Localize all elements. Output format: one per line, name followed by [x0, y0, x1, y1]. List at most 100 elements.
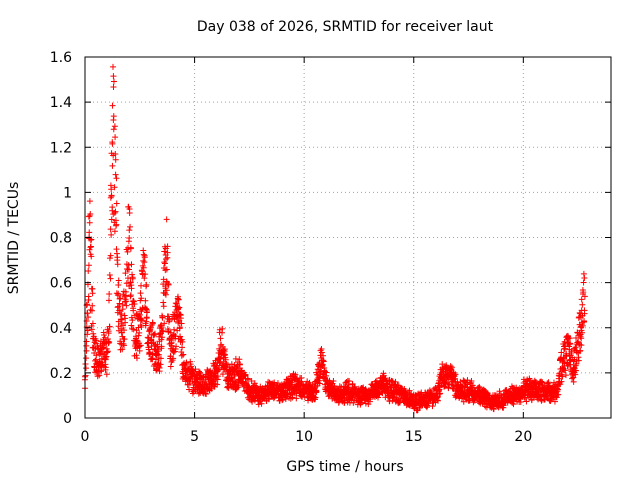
data-point [138, 316, 145, 323]
data-point [577, 347, 584, 354]
data-point [176, 325, 183, 332]
data-point [133, 355, 140, 362]
data-point [114, 304, 121, 311]
data-point [85, 297, 92, 304]
data-point [117, 295, 124, 302]
data-point [177, 315, 184, 322]
data-point [119, 322, 126, 329]
data-point [160, 299, 167, 306]
data-point [217, 335, 224, 342]
data-point [176, 304, 183, 311]
data-point [87, 243, 94, 250]
data-point [112, 151, 119, 158]
data-point [127, 293, 134, 300]
data-point [119, 346, 126, 353]
data-point [141, 275, 148, 282]
data-point [96, 372, 103, 379]
data-point [165, 281, 172, 288]
data-point [178, 352, 185, 359]
data-point [126, 235, 133, 242]
data-point [575, 357, 582, 364]
data-point [180, 351, 187, 358]
data-point [242, 371, 249, 378]
data-point [163, 216, 170, 223]
data-point [161, 320, 168, 327]
data-point [112, 134, 119, 141]
data-point [416, 405, 423, 412]
x-tick-label: 20 [514, 429, 532, 445]
data-point [245, 376, 252, 383]
data-point [136, 347, 143, 354]
data-point [94, 373, 101, 380]
y-tick-label: 0.2 [50, 366, 72, 382]
data-point [100, 344, 107, 351]
data-point [170, 355, 177, 362]
data-point [85, 213, 92, 220]
data-point [85, 262, 92, 269]
data-point [572, 367, 579, 374]
data-point [118, 311, 125, 318]
data-point [292, 371, 299, 378]
data-point [89, 290, 96, 297]
data-point [550, 394, 557, 401]
data-point [109, 140, 116, 147]
data-point [186, 386, 193, 393]
data-point [346, 378, 353, 385]
data-point [83, 355, 90, 362]
data-point [133, 352, 140, 359]
chart-title: Day 038 of 2026, SRMTID for receiver lau… [197, 19, 494, 35]
data-point [113, 200, 120, 207]
data-point [129, 325, 136, 332]
data-point [357, 400, 364, 407]
data-point [131, 301, 138, 308]
data-point [82, 372, 89, 379]
x-tick-label: 5 [190, 429, 199, 445]
data-point [243, 379, 250, 386]
data-point [83, 338, 90, 345]
data-point [179, 338, 186, 345]
data-point [88, 326, 95, 333]
data-point [110, 113, 117, 120]
data-point [581, 293, 588, 300]
data-point [241, 372, 248, 379]
data-point [137, 342, 144, 349]
data-point [562, 372, 569, 379]
data-point [106, 339, 113, 346]
data-point [255, 401, 262, 408]
data-point [111, 228, 118, 235]
data-point [152, 356, 159, 363]
data-point [117, 340, 124, 347]
data-point [106, 255, 113, 262]
data-point [109, 204, 116, 211]
data-point [130, 326, 137, 333]
data-point [157, 361, 164, 368]
data-point [151, 331, 158, 338]
x-tick-label: 10 [295, 429, 313, 445]
data-point [111, 184, 118, 191]
data-point [312, 394, 319, 401]
data-point [115, 303, 122, 310]
grid-lines [85, 57, 611, 418]
data-point [562, 367, 569, 374]
data-point [173, 300, 180, 307]
data-points [81, 63, 588, 414]
data-point [117, 325, 124, 332]
y-axis-label: SRMTID / TECUs [6, 182, 22, 295]
data-point [258, 400, 265, 407]
data-point [559, 373, 566, 380]
data-point [313, 388, 320, 395]
data-point [222, 356, 229, 363]
data-point [292, 375, 299, 382]
data-point [382, 375, 389, 382]
data-point [175, 305, 182, 312]
data-point [109, 162, 116, 169]
data-point [279, 397, 286, 404]
data-point [86, 219, 93, 226]
data-point [203, 390, 210, 397]
data-point [215, 367, 222, 374]
data-point [102, 364, 109, 371]
data-point [84, 327, 91, 334]
data-point [128, 322, 135, 329]
data-point [330, 378, 337, 385]
data-point [111, 209, 118, 216]
